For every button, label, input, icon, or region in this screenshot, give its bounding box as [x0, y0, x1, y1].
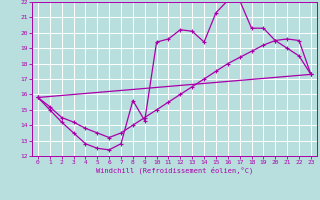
- X-axis label: Windchill (Refroidissement éolien,°C): Windchill (Refroidissement éolien,°C): [96, 167, 253, 174]
